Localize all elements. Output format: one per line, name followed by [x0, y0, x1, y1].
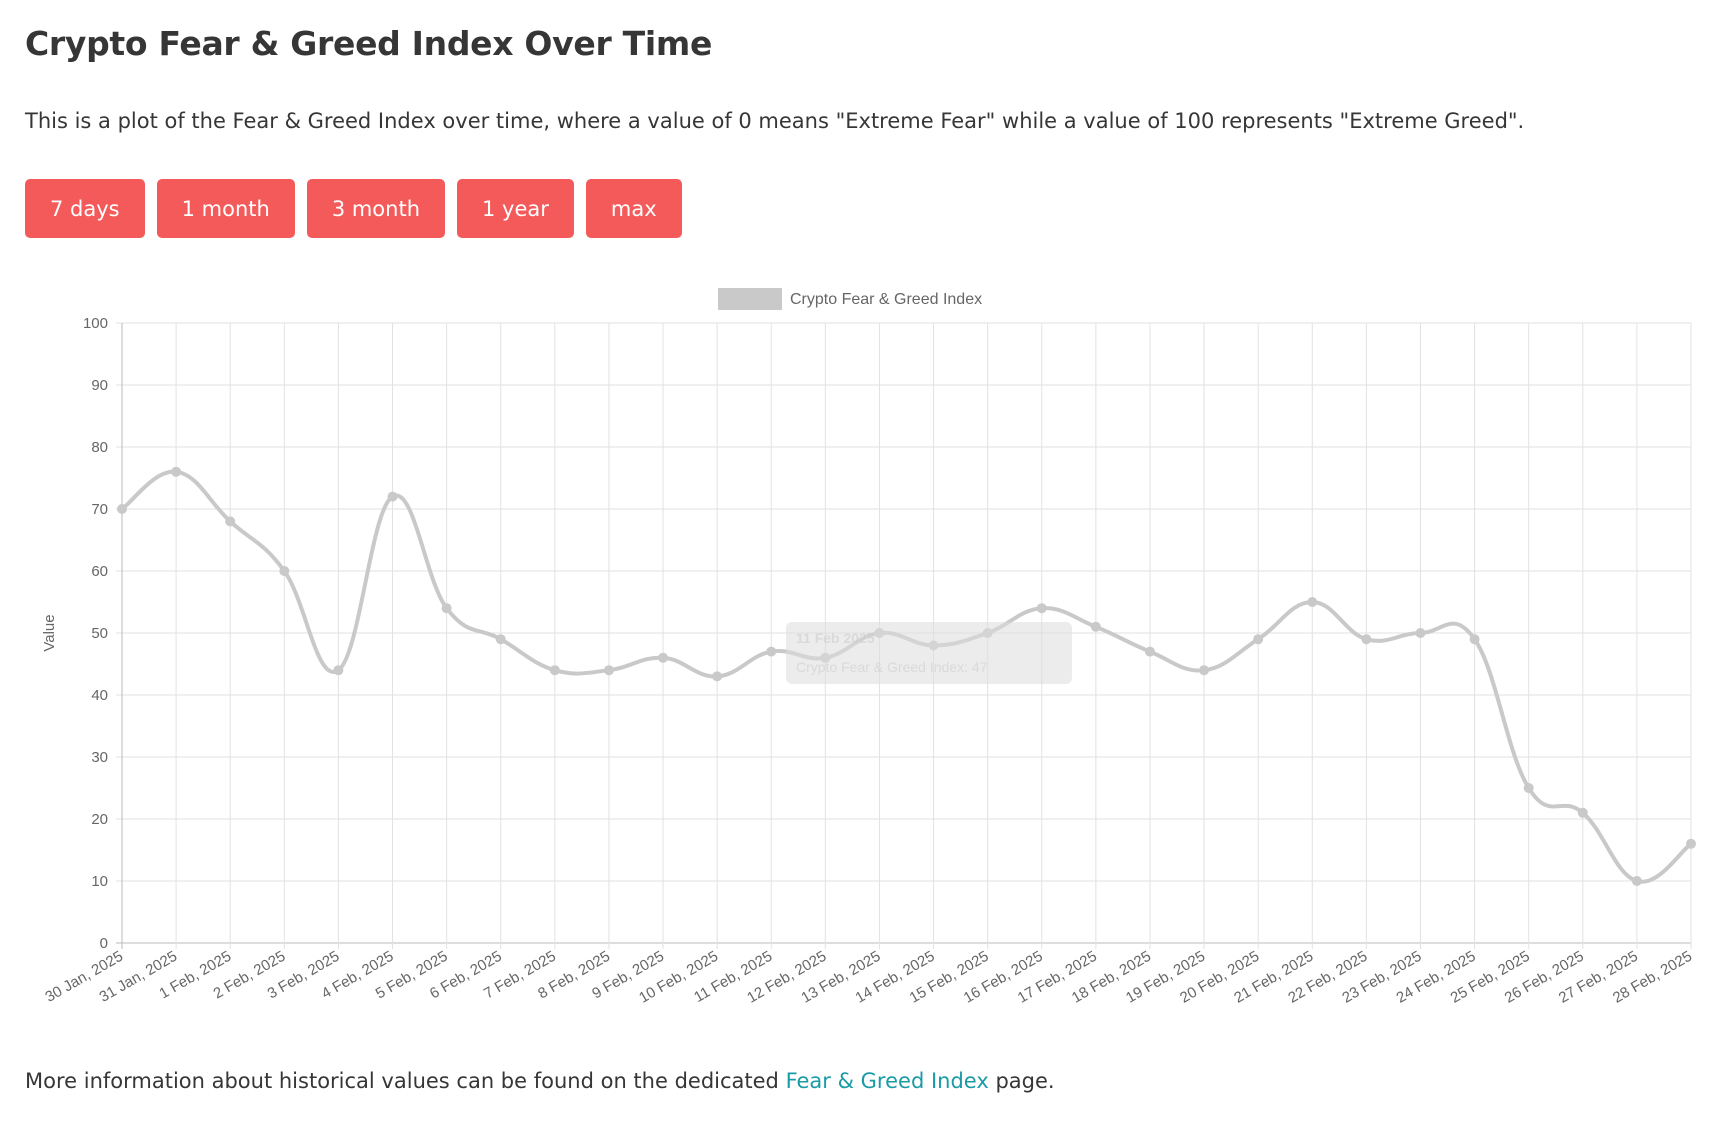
data-point [171, 466, 182, 477]
y-tick-label: 20 [91, 811, 108, 828]
data-point [712, 671, 723, 682]
range-7-days-button[interactable]: 7 days [25, 179, 145, 238]
page-title: Crypto Fear & Greed Index Over Time [25, 24, 713, 63]
data-point [658, 652, 669, 663]
description: This is a plot of the Fear & Greed Index… [25, 109, 1525, 133]
y-tick-label: 30 [91, 749, 108, 766]
data-point [1090, 621, 1101, 632]
data-point [1253, 634, 1264, 645]
y-tick-label: 0 [100, 935, 108, 952]
y-tick-label: 50 [91, 625, 108, 642]
data-point [441, 603, 452, 614]
data-point [603, 665, 614, 676]
data-point [1631, 876, 1642, 886]
data-point [1523, 783, 1534, 793]
fear-greed-index-link[interactable]: Fear & Greed Index [785, 1069, 989, 1093]
data-point [117, 504, 127, 514]
range-max-button[interactable]: max [585, 179, 682, 238]
data-point [1577, 807, 1588, 818]
y-tick-label: 40 [91, 687, 108, 704]
data-point [387, 491, 398, 502]
legend-swatch [718, 288, 782, 310]
data-point [333, 665, 344, 676]
data-point [1686, 838, 1696, 849]
tooltip-box [786, 622, 1072, 684]
footer-before: More information about historical values… [25, 1069, 786, 1093]
range-1-year-button[interactable]: 1 year [457, 179, 574, 238]
data-point [766, 646, 777, 657]
y-tick-label: 60 [91, 563, 108, 580]
data-point [1361, 634, 1372, 645]
data-point [1199, 665, 1210, 676]
data-point [1307, 597, 1318, 607]
data-point [1415, 628, 1426, 638]
range-buttons: 7 days 1 month 3 month 1 year max [25, 179, 682, 238]
data-point [279, 566, 290, 576]
tooltip-title: 11 Feb 2025 [796, 630, 875, 646]
data-point [1469, 634, 1480, 645]
y-tick-label: 10 [91, 873, 108, 890]
footer-after: page. [988, 1069, 1055, 1093]
footer-text: More information about historical values… [25, 1069, 1055, 1093]
y-tick-label: 70 [91, 501, 108, 518]
data-point [225, 516, 236, 527]
range-1-month-button[interactable]: 1 month [156, 179, 295, 238]
data-point [1036, 603, 1047, 614]
y-axis-label: Value [41, 614, 58, 651]
data-point [495, 634, 506, 645]
data-point [1144, 646, 1155, 657]
data-point [549, 665, 560, 676]
y-tick-label: 90 [91, 377, 108, 394]
range-3-month-button[interactable]: 3 month [306, 179, 446, 238]
tooltip-body: Crypto Fear & Greed Index: 47 [796, 659, 988, 675]
y-tick-label: 100 [83, 315, 108, 332]
y-tick-label: 80 [91, 439, 108, 456]
legend-label: Crypto Fear & Greed Index [790, 291, 982, 308]
